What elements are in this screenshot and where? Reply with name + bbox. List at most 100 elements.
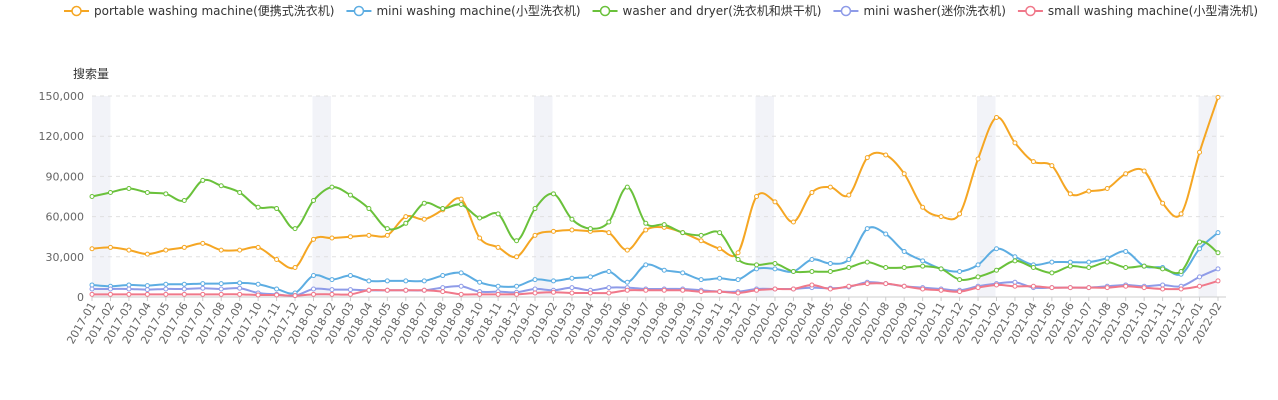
data-point[interactable] [126,247,132,253]
data-point[interactable] [957,277,963,283]
legend[interactable]: portable washing machine(便携式洗衣机) mini was… [64,3,1258,18]
data-point[interactable] [901,248,907,254]
data-point[interactable] [1012,283,1018,289]
data-point[interactable] [274,206,280,212]
data-point[interactable] [218,183,224,189]
data-point[interactable] [126,286,132,292]
data-point[interactable] [846,265,852,271]
data-point[interactable] [89,286,95,292]
data-point[interactable] [181,281,187,287]
data-point[interactable] [495,291,501,297]
data-point[interactable] [532,290,538,296]
data-point[interactable] [477,235,483,241]
data-point[interactable] [643,262,649,268]
data-point[interactable] [1215,230,1221,236]
data-point[interactable] [163,281,169,287]
data-point[interactable] [920,263,926,269]
data-point[interactable] [827,261,833,266]
data-point[interactable] [809,269,815,275]
data-point[interactable] [311,236,317,242]
data-point[interactable] [846,192,852,198]
data-point[interactable] [1086,259,1092,265]
data-point[interactable] [754,266,760,272]
data-point[interactable] [218,281,224,287]
data-point[interactable] [790,286,796,292]
data-point[interactable] [643,220,649,226]
data-point[interactable] [883,265,889,271]
data-point[interactable] [1178,286,1184,292]
data-point[interactable] [587,274,593,280]
data-point[interactable] [550,278,556,284]
data-point[interactable] [477,215,483,221]
data-point[interactable] [163,247,169,253]
data-point[interactable] [218,286,224,292]
data-point[interactable] [440,285,446,291]
data-point[interactable] [754,262,760,268]
data-point[interactable] [366,206,372,212]
data-point[interactable] [1197,239,1203,245]
data-point[interactable] [901,171,907,177]
data-point[interactable] [126,185,132,191]
data-point[interactable] [107,286,113,292]
data-point[interactable] [347,234,353,240]
data-point[interactable] [827,286,833,292]
data-point[interactable] [569,275,575,281]
legend-item-2[interactable]: washer and dryer(洗衣机和烘干机) [592,3,822,18]
data-point[interactable] [754,287,760,293]
data-point[interactable] [89,291,95,297]
data-point[interactable] [292,265,298,271]
data-point[interactable] [1104,259,1110,265]
data-point[interactable] [1215,250,1221,256]
data-point[interactable] [1086,285,1092,291]
data-point[interactable] [975,156,981,162]
data-point[interactable] [200,281,206,287]
data-point[interactable] [772,261,778,266]
data-point[interactable] [569,216,575,222]
data-point[interactable] [772,266,778,272]
data-point[interactable] [1141,285,1147,291]
data-point[interactable] [384,278,390,284]
data-point[interactable] [606,219,612,225]
data-point[interactable] [237,247,243,253]
data-point[interactable] [347,287,353,293]
data-point[interactable] [975,285,981,291]
data-point[interactable] [366,278,372,284]
data-point[interactable] [107,291,113,297]
data-point[interactable] [809,189,815,195]
data-point[interactable] [237,291,243,297]
data-point[interactable] [1030,159,1036,165]
data-point[interactable] [163,191,169,197]
data-point[interactable] [846,256,852,262]
data-point[interactable] [458,283,464,289]
data-point[interactable] [864,155,870,161]
data-point[interactable] [698,238,704,244]
data-point[interactable] [1030,283,1036,289]
data-point[interactable] [1160,286,1166,292]
data-point[interactable] [661,287,667,293]
data-point[interactable] [126,291,132,297]
data-point[interactable] [532,206,538,212]
data-point[interactable] [993,267,999,273]
data-point[interactable] [920,204,926,210]
data-point[interactable] [920,286,926,292]
data-point[interactable] [237,285,243,291]
data-point[interactable] [311,286,317,292]
data-point[interactable] [421,278,427,284]
data-point[interactable] [347,192,353,198]
data-point[interactable] [1067,263,1073,269]
data-point[interactable] [809,256,815,262]
data-point[interactable] [403,214,409,220]
data-point[interactable] [957,269,963,275]
data-point[interactable] [347,273,353,279]
data-point[interactable] [403,220,409,226]
data-point[interactable] [735,250,741,256]
data-point[interactable] [1160,266,1166,272]
data-point[interactable] [569,285,575,291]
data-point[interactable] [274,286,280,292]
data-point[interactable] [440,273,446,279]
data-point[interactable] [458,291,464,297]
data-point[interactable] [1104,255,1110,261]
data-point[interactable] [1197,246,1203,252]
data-point[interactable] [384,232,390,238]
data-point[interactable] [384,226,390,232]
